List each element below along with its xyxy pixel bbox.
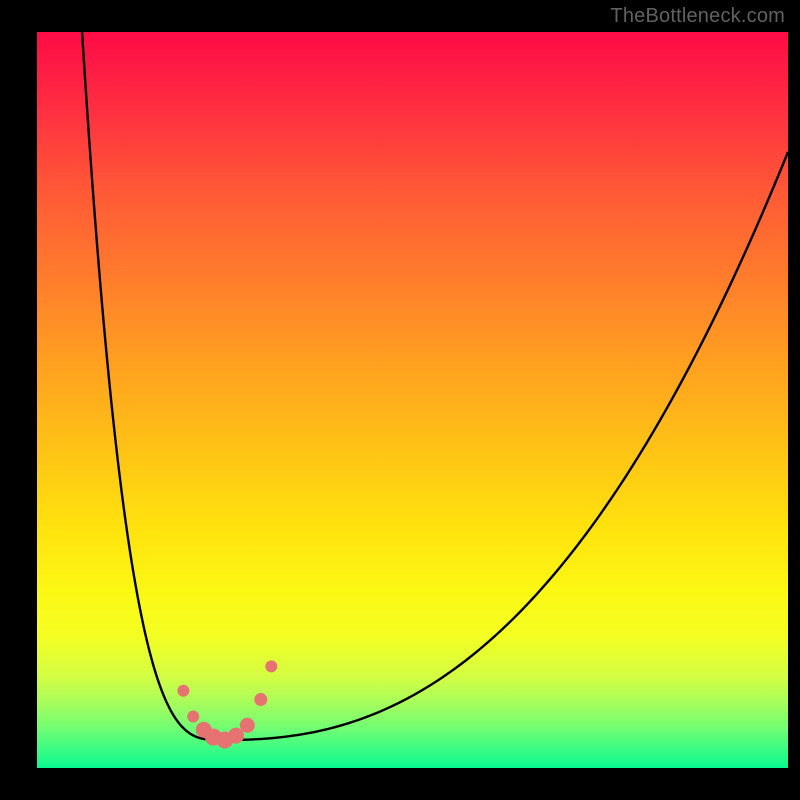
- bottleneck-curve: [82, 32, 788, 740]
- chart-frame: TheBottleneck.com: [0, 0, 800, 800]
- plot-area: [37, 32, 788, 768]
- trough-marker: [254, 693, 267, 706]
- trough-marker: [177, 685, 189, 697]
- trough-marker: [187, 710, 199, 722]
- trough-marker: [240, 718, 255, 733]
- curve-layer: [37, 32, 788, 768]
- trough-marker: [265, 660, 277, 672]
- watermark-text: TheBottleneck.com: [610, 5, 785, 28]
